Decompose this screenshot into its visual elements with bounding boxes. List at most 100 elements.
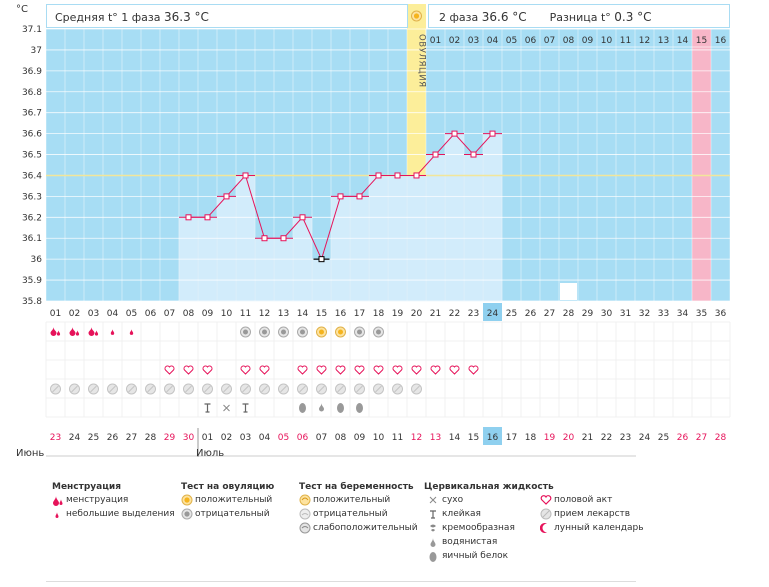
legend-ovulation-title: Тест на овуляцию [181, 482, 275, 492]
temperature-point [242, 172, 249, 179]
temperature-bar [273, 237, 294, 302]
sticky-icon [430, 510, 436, 519]
cycle-day-label: 01 [50, 309, 61, 319]
cycle-day-label: 28 [563, 309, 575, 319]
heart-icon [164, 365, 175, 375]
ovulation-label: ОВУЛЯЦИЯ [417, 34, 427, 88]
top-day-label: 05 [506, 36, 517, 46]
heart-icon [354, 365, 365, 375]
negative-test-icon [181, 508, 193, 520]
legend-label: отрицательный [313, 509, 388, 519]
temperature-point [413, 172, 420, 179]
legend-label: клейкая [442, 509, 481, 519]
pill-icon-line [280, 385, 287, 393]
cycle-day-label: 20 [411, 309, 423, 319]
heart-icon [373, 365, 384, 375]
temperature-bar [425, 154, 446, 302]
month-label: Июль [196, 448, 224, 459]
y-tick-label: 37.1 [22, 25, 42, 35]
temperature-point [185, 214, 192, 221]
watery-icon [319, 403, 324, 412]
pill-icon-line [337, 385, 344, 393]
temperature-point [470, 151, 477, 158]
moon-icon [540, 523, 547, 533]
calendar-day-label: 12 [411, 433, 422, 443]
cycle-day-label: 27 [544, 309, 555, 319]
y-tick-label: 36.4 [22, 171, 42, 181]
test-icon-core [357, 329, 362, 335]
y-tick-label: 36.7 [22, 109, 42, 119]
calendar-day-label: 01 [202, 433, 213, 443]
legend-label: слабоположительный [313, 523, 418, 533]
y-tick-label: 36.3 [22, 192, 42, 202]
top-day-label: 03 [468, 36, 479, 46]
calendar-day-label: 19 [544, 433, 556, 443]
cycle-day-label: 32 [639, 309, 650, 319]
heavy-drops-icon [53, 496, 63, 506]
cycle-day-label: 30 [601, 309, 613, 319]
calendar-day-label: 26 [107, 433, 119, 443]
heart-icon [259, 365, 270, 375]
pill-icon-line [185, 385, 192, 393]
positive-test-icon [181, 494, 193, 506]
y-tick-label: 35.8 [22, 297, 42, 307]
calendar-day-label: 27 [126, 433, 137, 443]
cycle-day-label: 26 [525, 309, 537, 319]
cycle-day-label: 13 [278, 309, 289, 319]
dry-icon [223, 404, 230, 412]
diff-label: Разница t° [549, 11, 611, 24]
cycle-day-label: 11 [240, 309, 251, 319]
legend-label: небольшие выделения [66, 509, 175, 519]
top-day-label: 04 [487, 36, 499, 46]
test-icon-core [300, 329, 305, 335]
heavy-drops-icon [50, 327, 57, 336]
legend-label: кремообразная [442, 523, 515, 533]
top-day-label: 12 [639, 36, 650, 46]
cycle-day-label: 03 [88, 309, 99, 319]
top-day-label: 11 [620, 36, 631, 46]
phase2-summary: 2 фаза 36.6 °C Разница t° 0.3 °C [428, 4, 730, 28]
calendar-day-label: 04 [259, 433, 271, 443]
pill-icon-line [356, 385, 363, 393]
temperature-point [356, 193, 363, 200]
heart-icon [411, 365, 422, 375]
phase1-label: Средняя t° 1 фаза [55, 11, 161, 24]
pill-icon-line [318, 385, 325, 393]
calendar-day-label: 25 [658, 433, 669, 443]
y-tick-label: 36 [31, 255, 43, 265]
test-icon-core [376, 329, 381, 335]
calendar-day-label: 27 [696, 433, 707, 443]
calendar-day-label: 23 [50, 433, 61, 443]
pill-icon-line [166, 385, 173, 393]
temperature-point [318, 256, 325, 263]
heart-icon [316, 365, 327, 375]
pill-icon-line [394, 385, 401, 393]
temperature-point [432, 151, 439, 158]
calendar-day-label: 23 [620, 433, 631, 443]
temperature-bar [254, 237, 275, 302]
calendar-day-label: 24 [639, 433, 651, 443]
heart-icon [335, 365, 346, 375]
pregnancy-negative-icon [299, 508, 311, 520]
heavy-drops-icon-small [94, 330, 99, 336]
pill-icon-line [90, 385, 97, 393]
calendar-day-label: 05 [278, 433, 289, 443]
dry-icon [429, 496, 437, 504]
legend-label: сухо [442, 495, 464, 505]
legend-pregnancy-title: Тест на беременность [299, 482, 414, 492]
pill-icon [540, 508, 552, 520]
cycle-day-label: 25 [506, 309, 517, 319]
legend-label: положительный [313, 495, 391, 505]
temperature-point [451, 130, 458, 137]
temperature-bar [330, 196, 351, 302]
calendar-day-label: 25 [88, 433, 99, 443]
cycle-day-label: 06 [145, 309, 157, 319]
cycle-day-label: 12 [259, 309, 270, 319]
calendar-day-label: 06 [297, 433, 309, 443]
temperature-chart: 37.1 37 36.9 36.8 36.7 36.6 36.5 36.4 36.3 36.2 36… [16, 4, 731, 459]
heart-icon [468, 365, 479, 375]
temperature-point [223, 193, 230, 200]
calendar-day-label: 10 [373, 433, 385, 443]
eggwhite-icon [337, 403, 344, 413]
y-tick-label: 36.2 [22, 213, 42, 223]
